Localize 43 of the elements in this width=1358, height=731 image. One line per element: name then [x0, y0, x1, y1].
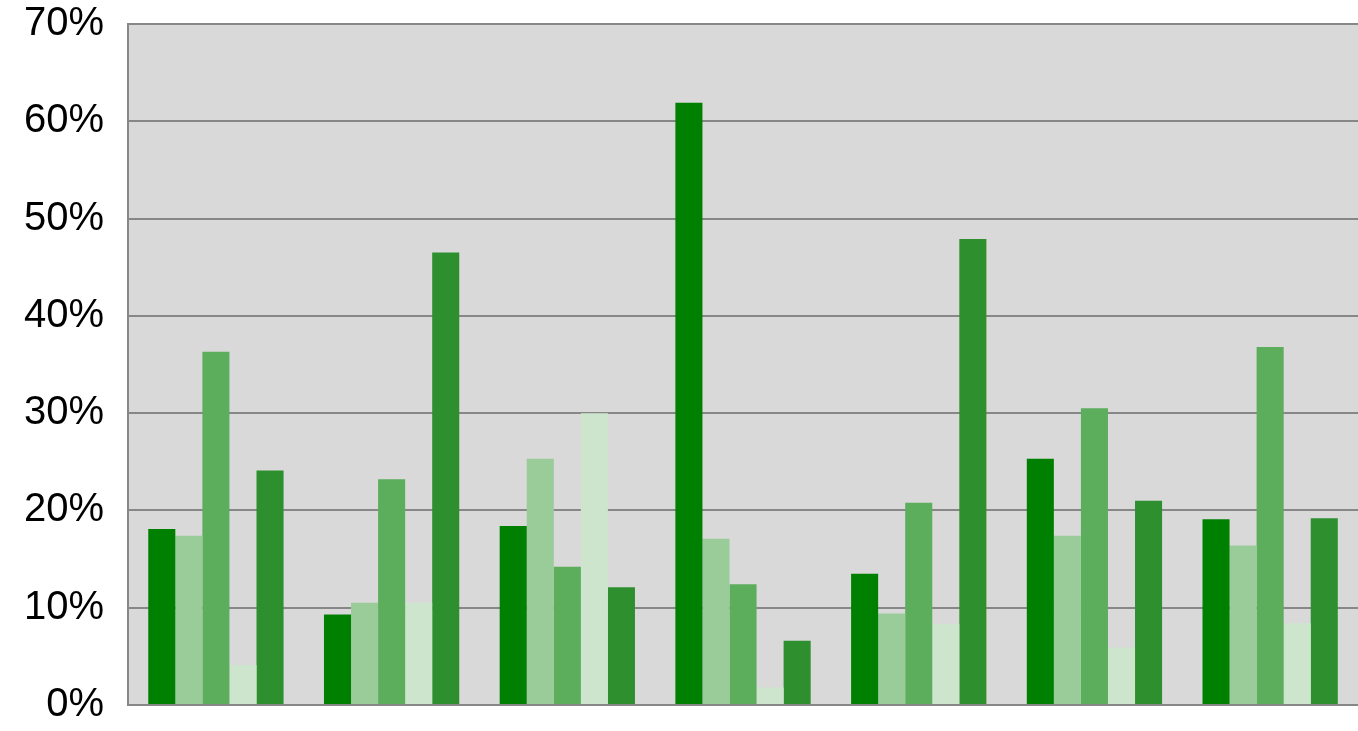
bar — [851, 573, 879, 704]
bar — [607, 587, 635, 704]
bar — [553, 566, 581, 704]
bar — [1202, 519, 1230, 704]
bar — [229, 665, 257, 704]
bar — [783, 640, 811, 704]
y-tick-label: 30% — [24, 388, 105, 433]
bar — [702, 538, 730, 704]
bar — [1053, 535, 1081, 704]
bar — [959, 239, 987, 704]
bar — [378, 479, 406, 704]
bar — [1283, 623, 1311, 704]
bar — [756, 687, 784, 704]
bar — [729, 584, 757, 704]
bar — [1256, 346, 1284, 704]
y-tick-label: 60% — [24, 96, 105, 141]
bar — [526, 458, 554, 704]
bar — [499, 525, 527, 704]
y-tick-label: 50% — [24, 193, 105, 238]
bar — [256, 470, 284, 704]
bar — [432, 252, 460, 704]
bar — [148, 528, 176, 704]
y-tick-label: 40% — [24, 290, 105, 335]
bar — [1107, 647, 1136, 704]
y-tick-label: 70% — [24, 0, 105, 44]
bar — [202, 351, 230, 704]
bar — [1135, 500, 1163, 704]
y-tick-label: 10% — [24, 582, 105, 627]
bar — [351, 602, 379, 704]
bar — [932, 624, 960, 704]
bar — [405, 602, 433, 704]
bar — [580, 413, 608, 704]
bar — [675, 102, 703, 704]
y-tick-label: 0% — [46, 680, 105, 725]
bar — [323, 614, 352, 704]
bar — [1026, 458, 1054, 704]
bar — [905, 502, 933, 704]
bar — [878, 613, 906, 704]
y-tick-label: 20% — [24, 485, 105, 530]
bar — [1080, 408, 1108, 704]
bar — [1310, 518, 1338, 704]
bar — [175, 535, 203, 704]
bar — [1229, 545, 1257, 704]
